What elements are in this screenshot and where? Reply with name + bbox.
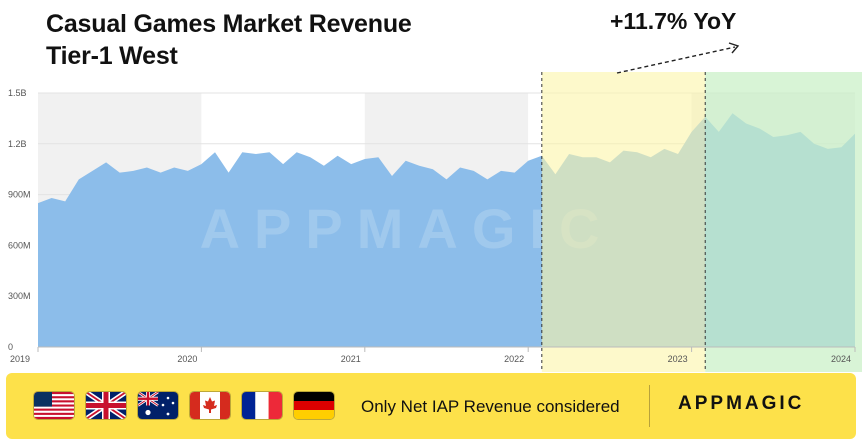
highlight-2023 <box>705 72 862 372</box>
appmagic-watermark: APPMAGIC <box>200 197 614 260</box>
x-tick-label: 2021 <box>341 354 361 364</box>
footnote-text: Only Net IAP Revenue considered <box>361 397 620 416</box>
y-tick-label: 1.2B <box>8 139 27 149</box>
title-line-2: Tier-1 West <box>46 42 178 70</box>
x-tick-label: 2024 <box>831 354 851 364</box>
y-tick-label: 600M <box>8 240 31 250</box>
us-flag-icon <box>34 392 74 419</box>
chart-title: Casual Games Market Revenue Tier-1 West <box>46 8 412 72</box>
x-tick-label: 2023 <box>668 354 688 364</box>
yoy-arrow-head <box>728 42 740 54</box>
canada-flag-icon <box>190 392 230 419</box>
yoy-arrow <box>616 46 736 74</box>
y-tick-label: 300M <box>8 291 31 301</box>
australia-flag-icon <box>138 392 178 419</box>
x-tick-label: 2022 <box>504 354 524 364</box>
footer-banner: Only Net IAP Revenue considered APPMAGIC <box>6 373 856 439</box>
y-tick-label: 900M <box>8 190 31 200</box>
yoy-growth-label: +11.7% YoY <box>610 8 737 34</box>
germany-flag-icon <box>294 392 334 419</box>
y-tick-label: 0 <box>8 342 13 352</box>
x-tick-label: 2019 <box>10 354 30 364</box>
france-flag-icon <box>242 392 282 419</box>
highlight-2022 <box>541 72 706 372</box>
y-tick-label: 1.5B <box>8 88 27 98</box>
title-line-1: Casual Games Market Revenue <box>46 10 412 38</box>
x-tick-label: 2020 <box>177 354 197 364</box>
footer-divider <box>649 385 650 427</box>
appmagic-logo: APPMAGIC <box>678 393 805 414</box>
revenue-area-chart: 0 300M 600M 900M 1.2B 1.5B APPMAGIC 2019 2020 202… <box>8 42 862 372</box>
uk-flag-icon <box>86 392 126 419</box>
